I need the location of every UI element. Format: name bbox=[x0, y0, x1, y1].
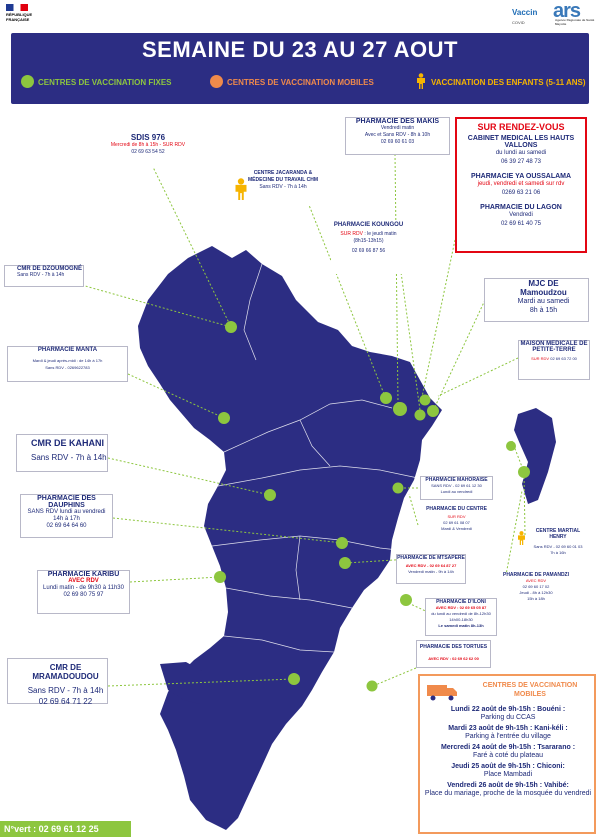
mobile-schedule-item: Mercredi 24 août de 9h-15h : Tsararano :… bbox=[440, 744, 576, 759]
ars-logo: ars Agence Régionale de Santé Mayotte bbox=[553, 0, 597, 26]
republique-francaise-logo: RÉPUBLIQUE FRANÇAISE bbox=[6, 4, 46, 22]
ars-logo-text: ars bbox=[553, 0, 581, 22]
orange-dot-icon bbox=[210, 75, 223, 88]
mramadoudou-box: CMR DE MRAMADOUDOU Sans RDV - 7h à 14h 0… bbox=[7, 658, 108, 706]
legend-children: VACCINATION DES ENFANTS (5-11 ANS) bbox=[414, 73, 586, 89]
karibu-box: PHARMACIE KARIBU AVEC RDV Lundi matin - … bbox=[37, 570, 130, 614]
iloni-box: PHARMACIE D'ILONI AVEC RDV : 02 69 65 05… bbox=[425, 598, 497, 636]
pamandzi-box: PHARMACIE DE PAMANDZI AVEC RDV 02 69 60 … bbox=[500, 572, 572, 614]
ars-logo-sub: Agence Régionale de Santé Mayotte bbox=[555, 18, 595, 26]
mahoraise-box: PHARMACIE MAHORAISE SANS RDV - 02 69 61 … bbox=[420, 476, 493, 500]
truck-icon bbox=[427, 685, 457, 701]
rf-logo-text: RÉPUBLIQUE FRANÇAISE bbox=[6, 12, 33, 22]
sur-rendez-vous-box: SUR RENDEZ-VOUS CABINET MEDICAL LES HAUT… bbox=[455, 117, 587, 253]
vaccin-logo-sub: COVID bbox=[512, 20, 525, 25]
legend-fixed-centers: CENTRES DE VACCINATION FIXES bbox=[21, 75, 172, 88]
commune-boundaries bbox=[211, 263, 419, 653]
connector-lines bbox=[77, 153, 526, 687]
petite-terre-island bbox=[514, 408, 556, 504]
koungou-box: PHARMACIE KOUNGOU SUR RDV : le jeudi mat… bbox=[331, 222, 406, 274]
tortues-box: PHARMACIE DES TORTUES AVEC RDV : 02 69 6… bbox=[416, 640, 491, 668]
vaccination-points bbox=[214, 321, 530, 692]
child-icon bbox=[417, 73, 425, 89]
sdis-976-box: SDIS 976 Mercredi de 8h à 15h - SUR RDV … bbox=[108, 133, 188, 167]
maison-medicale-box: MAISON MEDICALE DE PETITE-TERRE SUR RDV … bbox=[518, 340, 590, 380]
page-title: SEMAINE DU 23 AU 27 AOUT bbox=[142, 37, 458, 62]
child-icon bbox=[518, 531, 525, 545]
mobile-schedule-list: Lundi 22 août de 9h-15h : Bouéni : Parki… bbox=[424, 706, 592, 801]
mjc-mamoudzou-box: MJC DE Mamoudzou Mardi au samedi 8h à 15… bbox=[484, 278, 589, 322]
dzoumogne-box: CMR DE DZOUMOGNÉ Sans RDV - 7h à 14h bbox=[4, 265, 84, 287]
martial-henry-box: CENTRE MARTIAL HENRY Sans RDV - 02 69 60… bbox=[527, 528, 589, 562]
mobile-schedule-item: Mardi 23 août de 9h-15h : Kani-kéli : Pa… bbox=[448, 725, 568, 740]
legend-mobile-centers: CENTRES DE VACCINATION MOBILES bbox=[210, 75, 374, 88]
title-banner: SEMAINE DU 23 AU 27 AOUT CENTRES DE VACC… bbox=[11, 33, 589, 104]
legend-fixed-label: CENTRES DE VACCINATION FIXES bbox=[38, 78, 172, 87]
flag-icon bbox=[6, 4, 28, 11]
mobile-schedule-item: Vendredi 26 août de 9h-15h : Vahibé: Pla… bbox=[424, 782, 592, 797]
legend-children-label: VACCINATION DES ENFANTS (5-11 ANS) bbox=[431, 78, 586, 87]
green-number-bar: N°vert : 02 69 61 12 25 bbox=[0, 821, 131, 837]
grande-terre-island bbox=[138, 246, 442, 830]
green-number-text: N°vert : 02 69 61 12 25 bbox=[4, 824, 99, 834]
vaccin-covid-logo: Vaccin COVID bbox=[512, 2, 548, 25]
pharmacie-du-centre-box: PHARMACIE DU CENTRE SUR RDV 02 69 61 08 … bbox=[420, 506, 493, 540]
makis-box: PHARMACIE DES MAKIS Vendredi matin Avec … bbox=[345, 117, 450, 155]
mobile-centers-title: CENTRES DE VACCINATION MOBILES bbox=[482, 682, 578, 698]
rdv-header: SUR RENDEZ-VOUS bbox=[477, 122, 565, 132]
jacaranda-box: CENTRE JACARANDA & MÉDECINE DU TRAVAIL C… bbox=[248, 170, 318, 206]
mtsapere-box: PHARMACIE DE MTSAPERE AVEC RDV - 02 69 6… bbox=[396, 554, 466, 584]
manta-box: PHARMACIE MANTA Mardi & jeudi après-midi… bbox=[7, 346, 128, 382]
mobile-centers-box: CENTRES DE VACCINATION MOBILES Lundi 22 … bbox=[418, 674, 596, 834]
kahani-box: CMR DE KAHANI Sans RDV - 7h à 14h bbox=[16, 434, 108, 472]
mobile-schedule-item: Jeudi 25 août de 9h-15h : Chiconi: Place… bbox=[451, 763, 565, 778]
legend-mobile-label: CENTRES DE VACCINATION MOBILES bbox=[227, 78, 374, 87]
dauphins-box: PHARMACIE DES DAUPHINS SANS RDV lundi au… bbox=[20, 494, 113, 538]
child-icon bbox=[235, 178, 247, 200]
mobile-schedule-item: Lundi 22 août de 9h-15h : Bouéni : Parki… bbox=[450, 706, 566, 721]
green-dot-icon bbox=[21, 75, 34, 88]
vaccin-logo-text: Vaccin bbox=[512, 8, 538, 17]
